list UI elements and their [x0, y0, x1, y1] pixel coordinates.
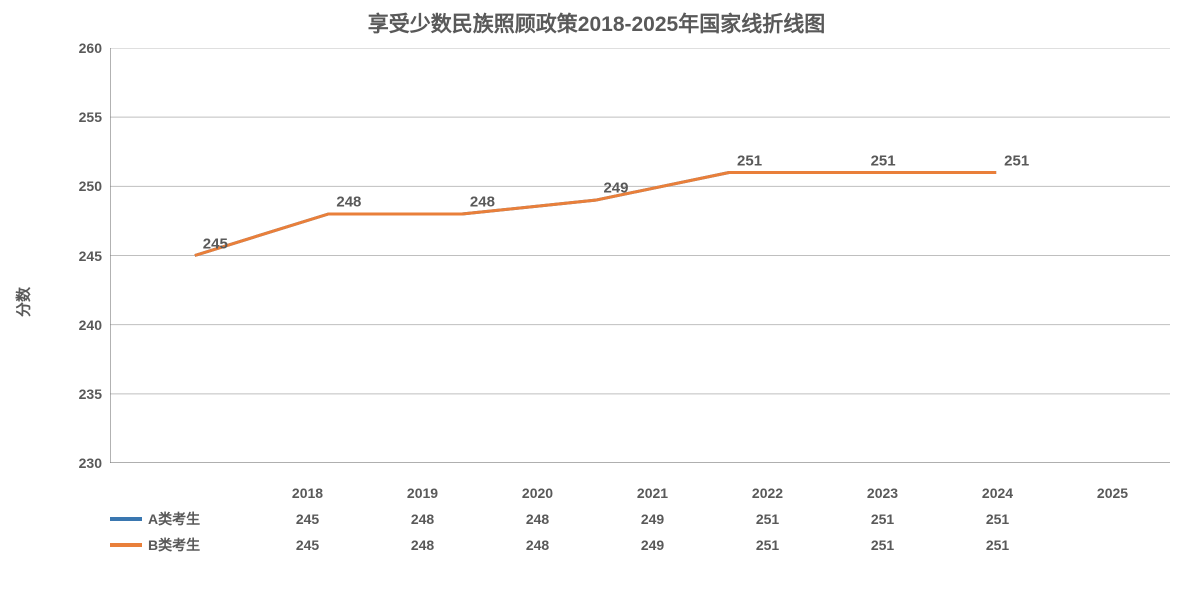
- table-cell: 2019: [365, 485, 480, 501]
- table-cell: 251: [710, 511, 825, 527]
- legend-swatch: [110, 517, 142, 521]
- data-point-label: 251: [871, 152, 896, 169]
- y-tick-label: 250: [79, 178, 102, 194]
- data-point-label: 248: [336, 194, 361, 211]
- table-cell: 248: [480, 511, 595, 527]
- legend-item: A类考生: [110, 509, 250, 529]
- table-cell: 2022: [710, 485, 825, 501]
- table-cell: 251: [825, 511, 940, 527]
- table-cell: 251: [940, 511, 1055, 527]
- table-cell: 249: [595, 511, 710, 527]
- table-cell: 248: [365, 511, 480, 527]
- y-tick-label: 235: [79, 386, 102, 402]
- table-cell: 251: [710, 537, 825, 553]
- y-tick-label: 260: [79, 40, 102, 56]
- table-cell: 245: [250, 511, 365, 527]
- chart-container: 享受少数民族照顾政策2018-2025年国家线折线图 分数 230 235 240 2…: [0, 0, 1193, 603]
- data-point-label: 248: [470, 194, 495, 211]
- data-point-label: 245: [203, 235, 228, 252]
- table-cell: 251: [825, 537, 940, 553]
- table-cell: 2025: [1055, 485, 1170, 501]
- table-cell: 2018: [250, 485, 365, 501]
- table-cell: 2024: [940, 485, 1055, 501]
- plot-area: 2302352402452502552602452482482492512512…: [110, 48, 1170, 463]
- chart-title: 享受少数民族照顾政策2018-2025年国家线折线图: [0, 8, 1193, 38]
- y-tick-label: 245: [79, 248, 102, 264]
- legend-swatch: [110, 543, 142, 547]
- table-row: 20182019202020212022202320242025: [110, 480, 1170, 506]
- y-tick-label: 255: [79, 109, 102, 125]
- table-cell: 248: [480, 537, 595, 553]
- table-row: B类考生245248248249251251251: [110, 532, 1170, 558]
- legend-label: A类考生: [148, 509, 200, 529]
- table-row: A类考生245248248249251251251: [110, 506, 1170, 532]
- y-tick-label: 240: [79, 317, 102, 333]
- table-cell: 2021: [595, 485, 710, 501]
- y-tick-label: 230: [79, 455, 102, 471]
- legend-item: B类考生: [110, 535, 250, 555]
- table-cell: 245: [250, 537, 365, 553]
- data-point-label: 249: [603, 180, 628, 197]
- table-cell: 2023: [825, 485, 940, 501]
- table-cell: 249: [595, 537, 710, 553]
- table-cell: 2020: [480, 485, 595, 501]
- y-axis-label: 分数: [13, 286, 34, 316]
- table-cell: 248: [365, 537, 480, 553]
- table-cell: 251: [940, 537, 1055, 553]
- data-point-label: 251: [1004, 152, 1029, 169]
- legend-label: B类考生: [148, 535, 200, 555]
- data-table: 20182019202020212022202320242025A类考生2452…: [110, 480, 1170, 558]
- data-point-label: 251: [737, 152, 762, 169]
